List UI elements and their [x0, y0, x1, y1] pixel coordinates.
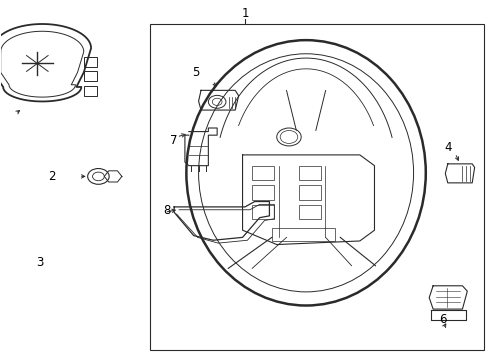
Text: 8: 8	[163, 204, 171, 217]
Bar	[252, 205, 274, 220]
Text: 4: 4	[444, 141, 451, 154]
Bar	[272, 228, 335, 241]
Bar	[299, 205, 321, 220]
Bar	[299, 185, 321, 200]
Bar	[299, 166, 321, 180]
Text: 3: 3	[36, 256, 44, 269]
Text: 5: 5	[193, 66, 200, 79]
Bar	[252, 185, 274, 200]
Text: 1: 1	[241, 7, 249, 20]
Bar	[84, 57, 98, 67]
Bar	[150, 24, 485, 350]
Bar	[84, 86, 98, 96]
Text: 2: 2	[48, 170, 56, 183]
Bar	[84, 71, 98, 81]
Text: 6: 6	[439, 313, 447, 327]
Bar	[252, 166, 274, 180]
Text: 7: 7	[171, 134, 178, 147]
